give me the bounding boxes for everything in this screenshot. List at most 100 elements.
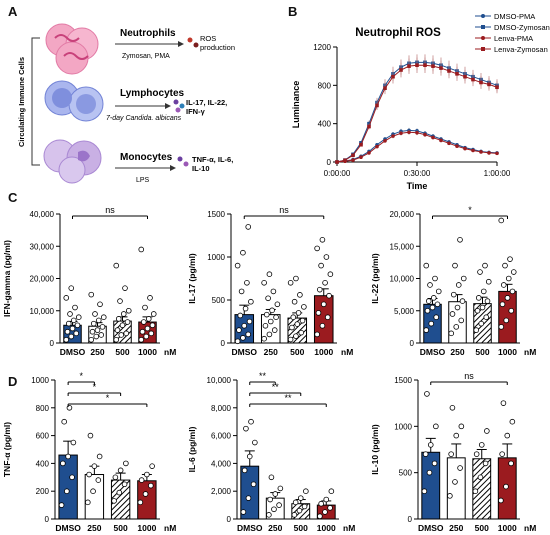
data-point <box>250 481 257 488</box>
data-point <box>88 291 95 298</box>
data-point <box>509 418 516 425</box>
data-point <box>291 512 298 518</box>
data-point <box>327 505 333 511</box>
data-point <box>439 66 443 70</box>
y-tick-label: 20,000 <box>390 210 415 219</box>
x-tick-label: DMSO <box>237 523 263 533</box>
data-point <box>479 150 483 154</box>
x-tick-label: 1000 <box>498 523 517 533</box>
data-point <box>429 304 436 311</box>
data-point <box>301 503 308 510</box>
data-point <box>69 325 76 332</box>
data-point <box>114 327 121 333</box>
y-tick-label: 400 <box>318 120 332 129</box>
x-tick-label: 1000 <box>138 347 157 357</box>
y-axis-label: IFN-gamma (pg/ml) <box>2 240 12 317</box>
data-point <box>245 331 252 338</box>
data-point <box>112 474 119 481</box>
stim-label-monocytes: LPS <box>136 177 150 184</box>
data-point <box>241 323 248 329</box>
data-point <box>435 288 442 295</box>
x-axis-label: Time <box>407 181 428 191</box>
x-tick-label: DMSO <box>232 347 258 357</box>
data-point <box>295 310 302 316</box>
data-point <box>70 439 77 446</box>
y-tick-label: 500 <box>399 469 413 478</box>
data-point <box>318 262 324 269</box>
data-point <box>143 333 150 340</box>
data-point <box>448 451 454 457</box>
chart-neutrophil-ros: Neutrophil ROS 0 400 800 1200 0:00:00 0:30:00 1… <box>291 12 550 191</box>
data-point <box>111 498 117 504</box>
data-point <box>322 280 328 286</box>
data-point <box>315 310 322 316</box>
data-point <box>509 288 516 295</box>
data-point <box>430 295 437 301</box>
data-point <box>271 506 277 513</box>
chart-tnf-alpha: 0 200 400 600 800 1000 DMSO 250 500 1000 nM TNF-α (… <box>2 372 176 533</box>
data-point <box>447 493 453 499</box>
data-point <box>399 68 403 72</box>
monocyte-illustration <box>43 139 102 184</box>
unit-label: nM <box>524 523 536 533</box>
data-point <box>61 418 67 425</box>
data-point <box>95 477 102 483</box>
data-point <box>359 141 363 145</box>
data-point <box>460 275 467 282</box>
data-point <box>415 130 419 135</box>
data-point <box>324 314 331 320</box>
sig-label: * <box>106 393 110 403</box>
sig-label: * <box>79 372 83 381</box>
y-axis-label: IL-10 (pg/ml) <box>370 424 380 475</box>
data-point <box>477 474 484 481</box>
data-point <box>375 144 379 149</box>
data-point <box>144 325 151 332</box>
data-point <box>463 146 467 151</box>
y-tick-label: 200 <box>36 487 50 496</box>
x-tick-label: 250 <box>268 523 282 533</box>
y-tick-label: 800 <box>36 404 50 413</box>
data-point <box>65 453 71 460</box>
x-tick-label: 250 <box>87 523 101 533</box>
y-tick-label: 1500 <box>207 210 225 219</box>
data-point <box>487 151 491 155</box>
data-point <box>237 312 244 319</box>
y-axis-label: IL-17 (pg/ml) <box>187 253 197 304</box>
data-point <box>424 391 430 397</box>
y-tick-label: 500 <box>212 296 226 305</box>
data-point <box>455 282 462 288</box>
y-tick-label: 1000 <box>394 422 412 431</box>
dot-icon <box>179 103 185 109</box>
data-point <box>326 292 332 299</box>
data-point <box>323 254 330 260</box>
data-point <box>453 324 460 330</box>
panel-label-d: D <box>8 374 18 389</box>
data-point <box>113 262 120 269</box>
data-point <box>138 336 145 343</box>
sig-label: * <box>468 205 472 215</box>
data-point <box>322 509 328 515</box>
data-point <box>327 271 334 277</box>
data-point <box>148 482 154 489</box>
y-tick-label: 1200 <box>313 43 331 52</box>
data-point <box>85 499 91 506</box>
legend-marker <box>481 25 485 29</box>
stim-label-lymphocytes: 7-day Candida. albicans <box>106 115 182 122</box>
data-point <box>482 460 489 467</box>
side-label: Circulating Immune Cells <box>17 57 26 147</box>
y-axis-label: IL-6 (pg/ml) <box>187 426 197 472</box>
data-point <box>63 295 70 301</box>
data-point <box>144 471 150 478</box>
data-point <box>72 304 78 311</box>
data-point <box>75 314 82 320</box>
data-point <box>271 327 278 333</box>
unit-label: nM <box>524 347 536 357</box>
panel-label-c: C <box>8 190 18 205</box>
output-label-monocytes: TNF-α, IL-6, IL-10 <box>192 155 233 173</box>
data-point <box>367 121 371 126</box>
dot-icon <box>177 156 183 162</box>
data-point <box>431 64 435 68</box>
data-point <box>246 453 253 460</box>
data-point <box>276 502 282 508</box>
data-point <box>241 467 248 474</box>
